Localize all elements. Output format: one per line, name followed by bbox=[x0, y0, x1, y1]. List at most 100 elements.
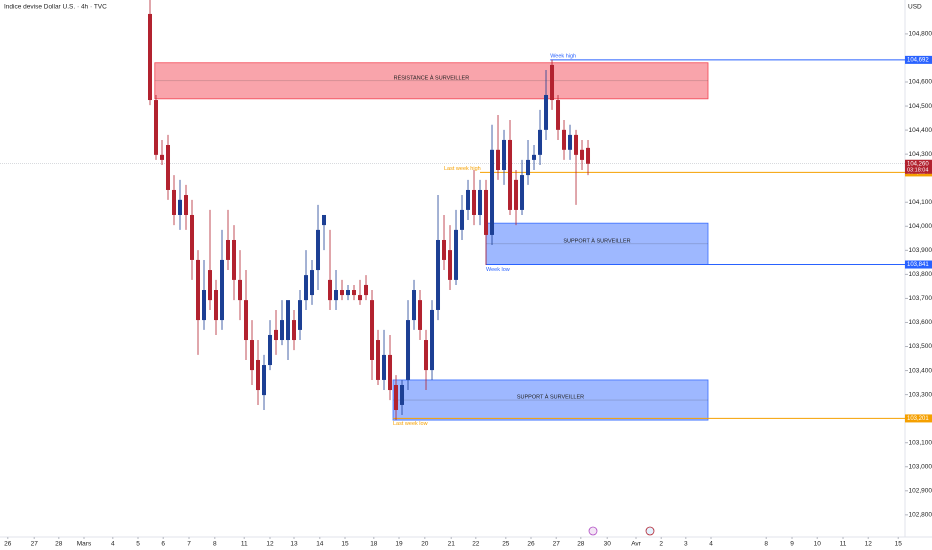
y-tick-label: 104,100 bbox=[909, 199, 932, 206]
current-price-tag bbox=[905, 159, 932, 174]
x-tick-label: 4 bbox=[111, 541, 115, 548]
y-tick-label: 103,600 bbox=[909, 319, 932, 326]
candle-body bbox=[232, 239, 237, 280]
level-label: Last week high bbox=[444, 166, 481, 172]
y-tick-label: 102,900 bbox=[909, 488, 932, 495]
candle-body bbox=[154, 100, 159, 155]
candle-body bbox=[298, 300, 303, 330]
x-tick-label: 30 bbox=[604, 541, 612, 548]
x-tick-label: 13 bbox=[290, 541, 298, 548]
event-icon[interactable] bbox=[588, 526, 598, 536]
candle-body bbox=[352, 290, 357, 296]
candle-body bbox=[166, 145, 171, 190]
x-tick-label: 20 bbox=[421, 541, 429, 548]
candle-body bbox=[382, 354, 387, 380]
x-tick-label: 3 bbox=[684, 541, 688, 548]
candle-body bbox=[406, 320, 411, 380]
x-tick-label: 22 bbox=[472, 541, 480, 548]
candle-body bbox=[520, 175, 525, 210]
candle-body bbox=[214, 290, 219, 321]
candle-body bbox=[472, 189, 477, 215]
candle-body bbox=[334, 290, 339, 301]
candle-body bbox=[244, 300, 249, 341]
candle-body bbox=[496, 149, 501, 171]
candle-body bbox=[364, 284, 369, 296]
candle-body bbox=[280, 320, 285, 341]
candle-body bbox=[268, 334, 273, 366]
candle-body bbox=[586, 147, 591, 164]
price-tag-label: 103,201 bbox=[907, 416, 929, 422]
candle-body bbox=[322, 214, 327, 226]
candle-body bbox=[256, 359, 261, 391]
y-tick-label: 104,500 bbox=[909, 103, 932, 110]
x-tick-label: 12 bbox=[266, 541, 274, 548]
candle-body bbox=[388, 354, 393, 391]
x-tick-label: 15 bbox=[341, 541, 349, 548]
candle-body bbox=[508, 139, 513, 210]
x-tick-label: 27 bbox=[31, 541, 39, 548]
candle-body bbox=[562, 129, 567, 150]
candle-body bbox=[304, 275, 309, 301]
candle-body bbox=[328, 279, 333, 301]
y-tick-label: 104,000 bbox=[909, 223, 932, 230]
y-tick-label: 102,800 bbox=[909, 512, 932, 519]
candle-body bbox=[448, 250, 453, 280]
x-tick-label: 18 bbox=[370, 541, 378, 548]
candle-body bbox=[292, 320, 297, 341]
price-tag bbox=[905, 414, 932, 423]
candle-body bbox=[454, 229, 459, 280]
candle-body bbox=[502, 139, 507, 171]
candle-body bbox=[208, 270, 213, 301]
candle-body bbox=[544, 94, 549, 130]
candle-body bbox=[184, 195, 189, 215]
x-tick-label: 12 bbox=[865, 541, 873, 548]
y-tick-label: 103,800 bbox=[909, 271, 932, 278]
zone bbox=[392, 379, 709, 421]
y-tick-label: 104,400 bbox=[909, 127, 932, 134]
candle-body bbox=[340, 290, 345, 296]
y-tick-label: 103,100 bbox=[909, 439, 932, 446]
candle-body bbox=[430, 309, 435, 371]
zone bbox=[154, 62, 709, 100]
price-tag-label: 103,841 bbox=[907, 262, 929, 268]
x-tick-label: 26 bbox=[4, 541, 12, 548]
candle-body bbox=[484, 189, 489, 235]
x-tick-label: 15 bbox=[895, 541, 903, 548]
candle-body bbox=[424, 340, 429, 371]
x-tick-label: 9 bbox=[790, 541, 794, 548]
x-tick-label: 4 bbox=[709, 541, 713, 548]
candle-body bbox=[226, 239, 231, 260]
y-tick-label: 104,600 bbox=[909, 79, 932, 86]
x-tick-label: 28 bbox=[577, 541, 585, 548]
candle-body bbox=[262, 365, 267, 396]
candle-body bbox=[220, 259, 225, 321]
candle-body bbox=[172, 189, 177, 215]
y-tick-label: 103,500 bbox=[909, 343, 932, 350]
zone-label: RÉSISTANCE À SURVEILLER bbox=[394, 74, 470, 81]
y-tick-label: 103,000 bbox=[909, 463, 932, 470]
countdown: 03:18:04 bbox=[907, 168, 928, 174]
x-tick-label: 8 bbox=[213, 541, 217, 548]
candle-body bbox=[514, 179, 519, 210]
y-tick-label: 103,300 bbox=[909, 391, 932, 398]
candle-body bbox=[460, 209, 465, 230]
candle-body bbox=[190, 214, 195, 260]
price-tag bbox=[905, 260, 932, 269]
y-tick-label: 104,800 bbox=[909, 31, 932, 38]
y-tick-label: 103,700 bbox=[909, 295, 932, 302]
chart-title: Indice devise Dollar U.S. · 4h · TVC bbox=[4, 4, 107, 11]
event-icon[interactable] bbox=[645, 526, 655, 536]
x-tick-label: 6 bbox=[161, 541, 165, 548]
y-tick-label: 103,400 bbox=[909, 367, 932, 374]
currency: USD bbox=[908, 4, 922, 11]
candle-body bbox=[178, 199, 183, 215]
x-tick-label: Mars bbox=[77, 541, 92, 548]
candle-body bbox=[310, 270, 315, 296]
x-tick-label: 8 bbox=[764, 541, 768, 548]
candle-body bbox=[538, 129, 543, 155]
current-price-label: 104,260 bbox=[907, 161, 929, 167]
y-tick-label: 103,900 bbox=[909, 247, 932, 254]
candle-body bbox=[574, 134, 579, 155]
